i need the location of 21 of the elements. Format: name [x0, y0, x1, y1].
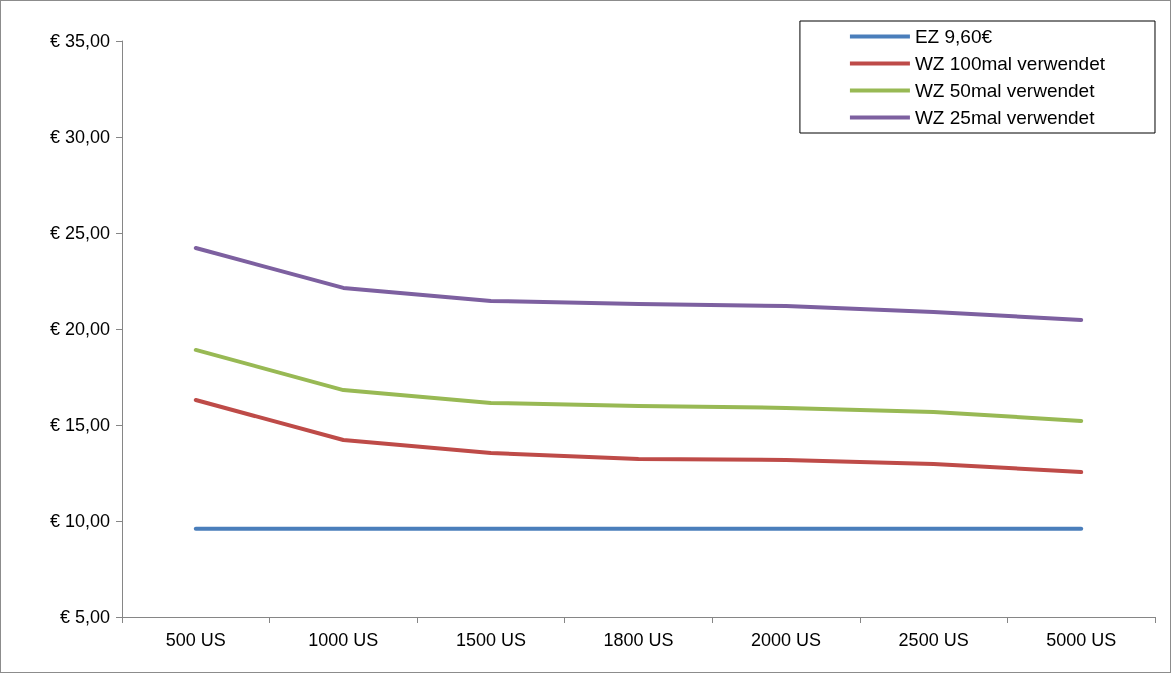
legend-label: WZ 100mal verwendet [914, 53, 1106, 74]
line-series [193, 245, 1084, 322]
y-tick-label: € 5,00 [59, 607, 110, 627]
x-tick-label: 2000 US [751, 630, 822, 650]
x-tick-label: 1800 US [603, 630, 674, 650]
x-tick-label: 1000 US [308, 630, 379, 650]
x-tick-label: 500 US [165, 630, 226, 650]
x-tick-label: 2500 US [898, 630, 969, 650]
y-tick-label: € 30,00 [49, 127, 110, 147]
line-series [193, 398, 1084, 475]
legend-label: EZ 9,60€ [914, 26, 993, 47]
y-tick-label: € 10,00 [49, 511, 110, 531]
line-series [193, 347, 1084, 423]
x-tick-label: 1500 US [455, 630, 526, 650]
legend-label: WZ 25mal verwendet [914, 107, 1096, 128]
y-tick-label: € 35,00 [49, 31, 110, 51]
y-tick-label: € 20,00 [49, 319, 110, 339]
y-tick-label: € 25,00 [49, 223, 110, 243]
x-tick-label: 5000 US [1046, 630, 1117, 650]
y-tick-label: € 15,00 [49, 415, 110, 435]
legend-label: WZ 50mal verwendet [914, 80, 1096, 101]
